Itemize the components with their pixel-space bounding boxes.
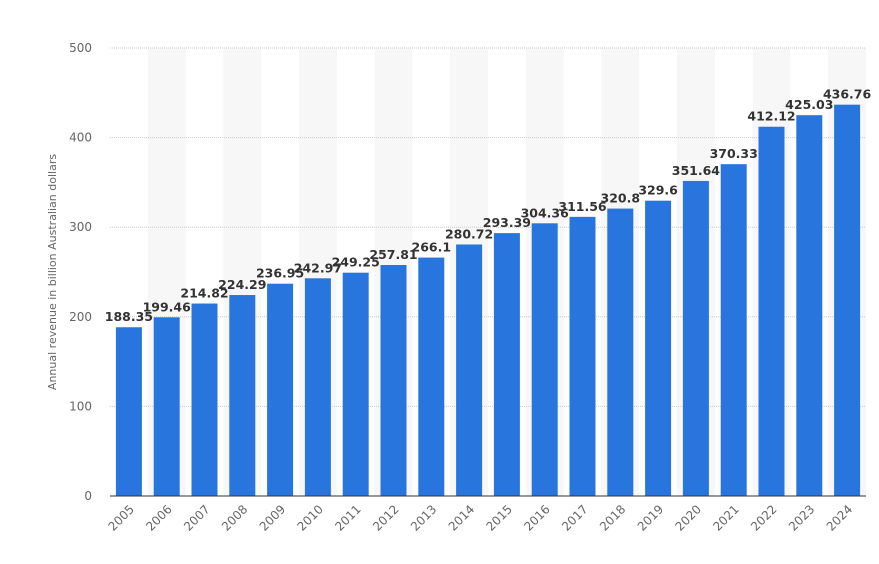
data-label-2005: 188.35 (105, 309, 153, 324)
x-tick-label: 2010 (295, 502, 326, 533)
data-label-2024: 436.76 (823, 87, 872, 102)
bar-2024 (834, 104, 861, 497)
data-label-2006: 199.46 (143, 299, 192, 314)
x-tick-label: 2007 (181, 502, 212, 533)
bar-2015 (493, 233, 520, 496)
x-tick-label: 2019 (635, 502, 666, 533)
data-label-2012: 257.81 (369, 247, 417, 262)
x-tick-label: 2016 (521, 502, 552, 533)
y-tick-label: 200 (69, 310, 92, 324)
x-tick-label: 2024 (824, 502, 855, 533)
data-label-2017: 311.56 (558, 199, 607, 214)
x-tick-label: 2011 (332, 502, 363, 533)
data-label-2015: 293.39 (483, 215, 531, 230)
x-tick-label: 2008 (219, 502, 250, 533)
bar-2023 (796, 115, 823, 496)
x-tick-label: 2006 (143, 502, 174, 533)
bar-2016 (531, 223, 558, 496)
y-tick-label: 300 (69, 220, 92, 234)
data-label-2013: 266.1 (412, 240, 452, 255)
x-tick-label: 2014 (446, 502, 477, 533)
x-tick-label: 2015 (484, 502, 515, 533)
bar-2013 (418, 257, 445, 496)
data-label-2014: 280.72 (445, 226, 493, 241)
bar-2009 (267, 283, 294, 496)
data-label-2019: 329.6 (638, 183, 678, 198)
bar-2014 (456, 244, 483, 496)
bar-2022 (758, 126, 785, 496)
data-label-2022: 412.12 (747, 109, 795, 124)
data-label-2021: 370.33 (710, 146, 758, 161)
bar-2019 (645, 200, 672, 496)
x-tick-label: 2018 (597, 502, 628, 533)
bar-2017 (569, 216, 596, 497)
x-tick-label: 2021 (710, 502, 741, 533)
y-axis-label: Annual revenue in billion Australian dol… (46, 154, 59, 390)
bar-2018 (607, 208, 634, 496)
bar-2020 (682, 180, 709, 497)
x-tick-label: 2013 (408, 502, 439, 533)
bar-2010 (304, 278, 331, 496)
data-label-2023: 425.03 (785, 97, 833, 112)
y-tick-label: 100 (69, 399, 92, 413)
bar-2007 (191, 303, 218, 496)
data-label-2007: 214.82 (180, 286, 228, 301)
x-tick-label: 2009 (257, 502, 288, 533)
bar-2021 (720, 164, 747, 496)
data-label-2011: 249.25 (332, 255, 380, 270)
bar-2012 (380, 265, 407, 496)
x-tick-label: 2017 (559, 502, 590, 533)
bar-2008 (229, 295, 256, 496)
x-tick-label: 2022 (748, 502, 779, 533)
x-tick-label: 2012 (370, 502, 401, 533)
data-label-2009: 236.95 (256, 266, 304, 281)
bar-2011 (342, 272, 369, 496)
data-label-2020: 351.64 (672, 163, 721, 178)
data-label-2018: 320.8 (601, 191, 641, 206)
y-tick-label: 400 (69, 131, 92, 145)
x-tick-label: 2023 (786, 502, 817, 533)
bar-2006 (153, 317, 180, 496)
x-tick-label: 2020 (673, 502, 704, 533)
y-tick-label: 0 (84, 489, 92, 503)
x-tick-label: 2005 (106, 502, 137, 533)
y-tick-label: 500 (69, 41, 92, 55)
data-label-2010: 242.97 (294, 260, 342, 275)
data-label-2008: 224.29 (218, 277, 266, 292)
bar-2005 (115, 327, 142, 496)
data-label-2016: 304.36 (521, 205, 570, 220)
